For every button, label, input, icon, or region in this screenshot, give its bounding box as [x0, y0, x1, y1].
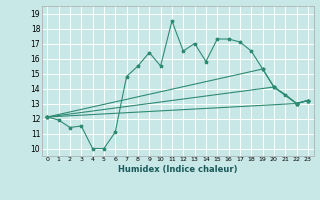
X-axis label: Humidex (Indice chaleur): Humidex (Indice chaleur) [118, 165, 237, 174]
